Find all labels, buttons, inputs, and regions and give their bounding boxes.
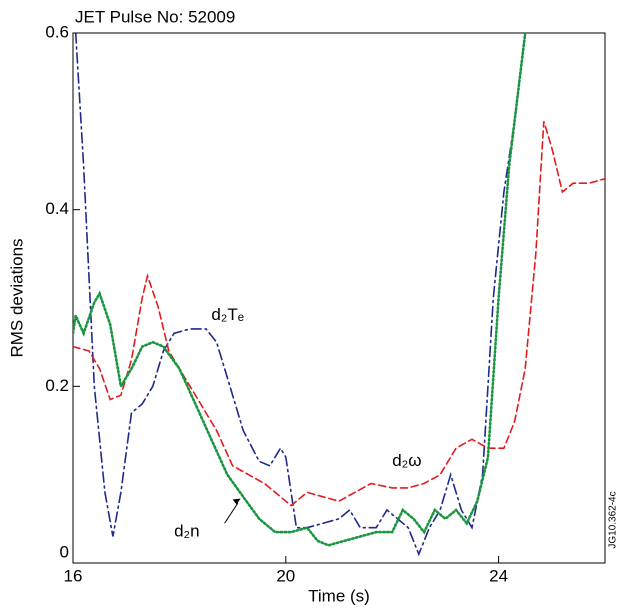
series-label: d₂ω [392,451,421,470]
y-tick-label: 0 [60,542,69,561]
series-label: d₂n [174,522,200,541]
series-line [73,33,527,547]
x-tick-label: 16 [64,566,83,585]
x-axis-label: Time (s) [308,586,370,605]
y-axis-label: RMS deviations [7,238,26,357]
chart-title: JET Pulse No: 52009 [75,7,235,26]
series-line [73,121,605,507]
x-tick-label: 20 [276,566,295,585]
annotation-arrowhead [232,498,241,505]
plot-frame [72,32,606,564]
y-tick-label: 0.6 [45,22,69,41]
y-tick-label: 0.2 [45,376,69,395]
series-label: d₂Tₑ [211,305,244,324]
y-tick-label: 0.4 [45,199,69,218]
annotation-arrow [224,502,239,524]
lines [73,33,605,557]
x-tick-label: 24 [489,566,508,585]
series-line [74,33,526,557]
figure-id: JG10.362-4c [608,491,619,548]
